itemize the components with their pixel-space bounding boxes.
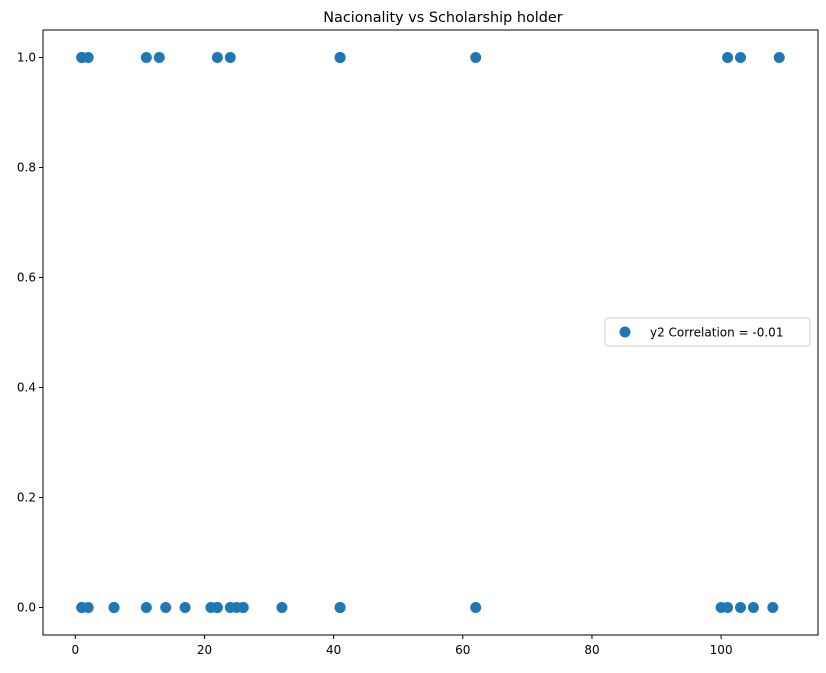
legend-label: y2 Correlation = -0.01 [650,326,783,340]
data-point [722,52,734,63]
data-point [153,52,165,63]
data-point [224,52,236,63]
data-point [179,602,191,613]
data-point [211,602,223,613]
data-point [82,52,94,63]
data-point [334,602,346,613]
y-tick-label: 0.8 [17,161,36,175]
x-tick-label: 60 [455,643,470,657]
y-tick-label: 0.6 [17,271,36,285]
data-point [747,602,759,613]
data-point [334,52,346,63]
legend-box [604,317,811,347]
data-point [735,52,746,63]
data-point [735,602,746,613]
y-tick-label: 1.0 [17,51,36,65]
x-tick-label: 40 [326,643,341,657]
y-tick-label: 0.4 [17,381,36,395]
data-point [211,52,223,63]
data-point [108,602,120,613]
data-point [140,602,152,613]
x-tick-label: 20 [197,643,212,657]
legend-marker [619,326,631,338]
y-tick-label: 0.2 [17,491,36,505]
data-point [773,52,785,63]
x-tick-label: 100 [710,643,733,657]
x-tick-label: 0 [71,643,79,657]
data-point [470,602,482,613]
data-point [276,602,288,613]
x-tick-label: 80 [584,643,599,657]
data-point [722,602,734,613]
data-point [140,52,152,63]
axes: 0 20 40 60 80 100 0.0 0.2 0.4 0.6 0.8 1.0 [17,29,819,657]
data-point [82,602,94,613]
legend: y2 Correlation = -0.01 [604,317,811,347]
data-point [767,602,779,613]
y-tick-label: 0.0 [17,601,36,615]
data-point [237,602,249,613]
data-point [160,602,172,613]
data-points [76,52,785,613]
chart-title: Nacionality vs Scholarship holder [323,10,562,26]
plot-frame [42,29,819,636]
data-point [470,52,482,63]
